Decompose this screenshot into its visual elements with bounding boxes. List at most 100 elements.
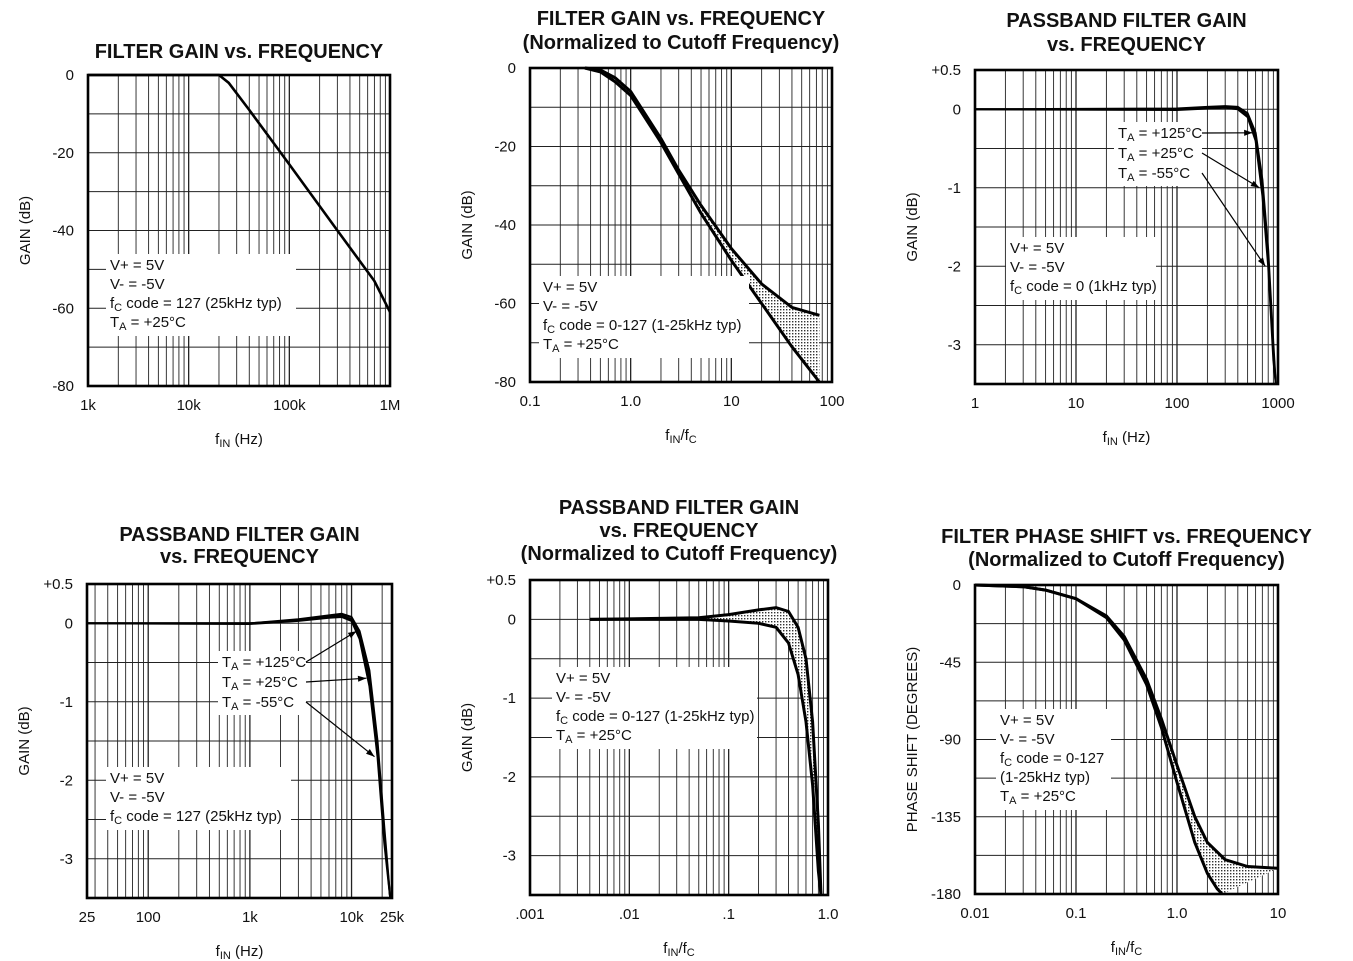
y-tick-label: 0 bbox=[66, 67, 74, 84]
plot-frame bbox=[973, 583, 1280, 896]
x-tick-label: 100 bbox=[1164, 395, 1189, 412]
x-tick-label: 100k bbox=[273, 397, 306, 414]
condition-line: fC code = 0-127 (1-25kHz typ) bbox=[556, 708, 754, 727]
condition-line: TA = +25°C bbox=[543, 336, 619, 355]
chart-title: FILTER GAIN vs. FREQUENCY bbox=[95, 41, 384, 63]
x-tick-label: 10k bbox=[177, 397, 202, 414]
y-tick-label: -1 bbox=[948, 180, 961, 197]
series-line-3 bbox=[86, 615, 392, 899]
conditions-backing bbox=[1006, 237, 1156, 300]
condition-line: fC code = 0 (1kHz typ) bbox=[1010, 278, 1157, 297]
condition-line: V- = -5V bbox=[110, 276, 165, 293]
y-tick-label: -20 bbox=[52, 145, 74, 162]
chart-title: FILTER GAIN vs. FREQUENCY bbox=[537, 8, 826, 30]
y-tick-label: -3 bbox=[948, 337, 961, 354]
y-tick-label: -90 bbox=[939, 732, 961, 749]
x-axis-label: fIN (Hz) bbox=[1103, 429, 1151, 448]
band-upper-curve bbox=[589, 606, 823, 896]
condition-line: V+ = 5V bbox=[110, 770, 164, 787]
callout-arrow-line bbox=[1201, 172, 1266, 267]
y-tick-label: -1 bbox=[503, 690, 516, 707]
condition-line: V- = -5V bbox=[543, 298, 598, 315]
x-tick-label: 10 bbox=[723, 393, 740, 410]
condition-line: TA = +25°C bbox=[556, 727, 632, 746]
condition-line: V- = -5V bbox=[110, 789, 165, 806]
y-tick-label: -80 bbox=[52, 378, 74, 395]
condition-line: (1-25kHz typ) bbox=[1000, 769, 1090, 786]
x-tick-label: 10 bbox=[1068, 395, 1085, 412]
y-tick-label: +0.5 bbox=[486, 572, 516, 589]
x-tick-label: .001 bbox=[515, 906, 544, 923]
x-tick-label: 1000 bbox=[1261, 395, 1294, 412]
temp-label: TA = +25°C bbox=[1118, 145, 1194, 164]
x-axis-label: fIN/fC bbox=[665, 427, 697, 446]
condition-line: V+ = 5V bbox=[556, 670, 610, 687]
temp-label: TA = +125°C bbox=[222, 654, 306, 673]
condition-line: V- = -5V bbox=[1010, 259, 1065, 276]
y-tick-label: -2 bbox=[948, 258, 961, 275]
y-tick-label: 0 bbox=[953, 101, 961, 118]
band-lower-curve bbox=[584, 66, 821, 383]
x-axis-label: fIN/fC bbox=[1111, 939, 1143, 958]
plot-frame bbox=[528, 66, 834, 384]
condition-line: V+ = 5V bbox=[110, 257, 164, 274]
y-tick-label: -2 bbox=[60, 772, 73, 789]
y-axis-label: GAIN (dB) bbox=[17, 196, 34, 265]
x-tick-label: 0.1 bbox=[520, 393, 541, 410]
chart-panel-2: FILTER GAIN vs. FREQUENCY(Normalized to … bbox=[459, 8, 845, 446]
band-lower-curve bbox=[589, 617, 823, 896]
condition-line: V+ = 5V bbox=[1000, 712, 1054, 729]
chart-panel-6: FILTER PHASE SHIFT vs. FREQUENCY(Normali… bbox=[904, 526, 1313, 958]
condition-line: V- = -5V bbox=[1000, 731, 1055, 748]
chart-title: (Normalized to Cutoff Frequency) bbox=[523, 32, 840, 54]
chart-title: (Normalized to Cutoff Frequency) bbox=[968, 549, 1285, 571]
x-tick-label: 10 bbox=[1270, 905, 1287, 922]
condition-line: fC code = 0-127 (1-25kHz typ) bbox=[543, 317, 741, 336]
y-tick-label: -40 bbox=[494, 217, 516, 234]
grid bbox=[975, 70, 1278, 384]
temp-label: TA = +125°C bbox=[1118, 125, 1202, 144]
chart-title: FILTER PHASE SHIFT vs. FREQUENCY bbox=[941, 526, 1312, 548]
y-tick-label: -180 bbox=[931, 886, 961, 903]
x-axis-label: fIN (Hz) bbox=[216, 943, 264, 961]
y-tick-label: -80 bbox=[494, 374, 516, 391]
callout-arrow-line bbox=[1201, 152, 1260, 189]
series-line-3 bbox=[974, 106, 1277, 385]
callout-arrowhead bbox=[357, 675, 367, 682]
condition-line: TA = +25°C bbox=[110, 314, 186, 333]
y-tick-label: -135 bbox=[931, 809, 961, 826]
condition-line: fC code = 0-127 bbox=[1000, 750, 1104, 769]
conditions-backing bbox=[106, 767, 291, 830]
callout-arrowhead bbox=[1244, 129, 1253, 136]
y-tick-label: -60 bbox=[52, 300, 74, 317]
callout-arrowhead bbox=[1250, 180, 1260, 188]
y-tick-label: +0.5 bbox=[931, 62, 961, 79]
y-tick-label: -1 bbox=[60, 694, 73, 711]
band-lower-curve bbox=[974, 583, 1224, 896]
y-tick-label: -60 bbox=[494, 296, 516, 313]
y-axis-label: GAIN (dB) bbox=[16, 706, 33, 775]
conditions-backing bbox=[996, 709, 1111, 810]
callout-arrow-line bbox=[305, 677, 367, 683]
chart-title: vs. FREQUENCY bbox=[1047, 34, 1207, 56]
plot-frame bbox=[86, 73, 392, 388]
x-tick-label: 1.0 bbox=[1167, 905, 1188, 922]
spread-band bbox=[589, 607, 821, 895]
temp-label: TA = -55°C bbox=[1118, 165, 1190, 184]
x-tick-label: 1M bbox=[380, 397, 401, 414]
y-tick-label: 0 bbox=[508, 611, 516, 628]
conditions-backing bbox=[552, 667, 757, 749]
callout-arrowhead bbox=[347, 631, 357, 639]
callout-arrow-line bbox=[305, 701, 375, 758]
x-tick-label: 100 bbox=[819, 393, 844, 410]
conditions-backing bbox=[106, 254, 296, 336]
y-tick-label: 0 bbox=[508, 60, 516, 77]
y-axis-label: GAIN (dB) bbox=[904, 192, 921, 261]
plot-frame bbox=[528, 578, 830, 897]
callout-arrowhead bbox=[366, 749, 375, 757]
x-tick-label: 0.01 bbox=[960, 905, 989, 922]
